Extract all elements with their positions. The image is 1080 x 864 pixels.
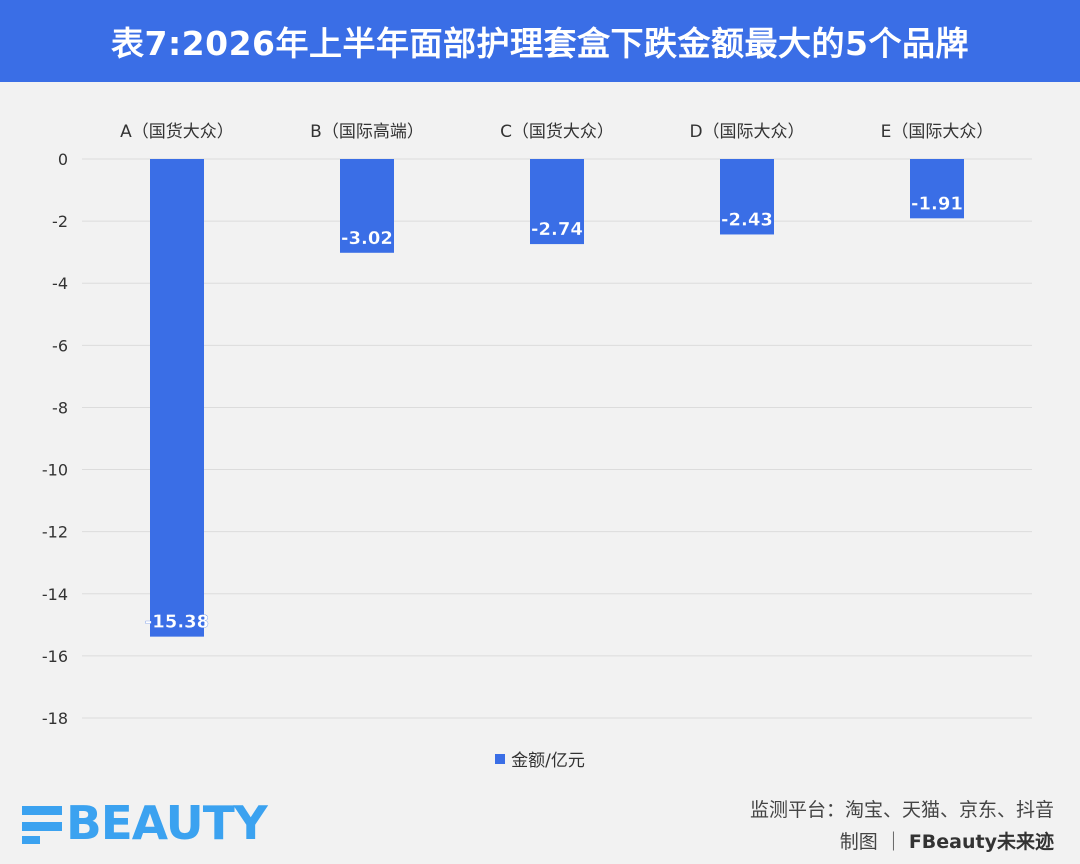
- y-tick-label: -4: [52, 274, 68, 293]
- bar: [910, 159, 964, 219]
- y-tick-label: -14: [42, 585, 68, 604]
- credit-name: FBeauty未来迹: [908, 831, 1054, 853]
- y-tick-label: -10: [42, 461, 68, 480]
- bar: [720, 159, 774, 235]
- legend: 金额/亿元: [0, 746, 1080, 771]
- legend-swatch: [495, 753, 506, 764]
- y-tick-label: -6: [52, 336, 68, 355]
- y-tick-label: -8: [52, 398, 68, 417]
- y-tick-label: -12: [42, 523, 68, 542]
- category-label: D（国际大众）: [689, 122, 804, 142]
- data-label: -2.43: [721, 209, 773, 230]
- data-label: -15.38: [145, 612, 209, 633]
- logo-text: BEAUTY: [66, 796, 268, 850]
- y-tick-label: -2: [52, 212, 68, 231]
- brand-logo: BEAUTY: [22, 800, 268, 846]
- y-tick-label: -16: [42, 647, 68, 666]
- credit-separator: ｜: [883, 831, 903, 853]
- bar-chart: 0 -2 -4 -6 -8 -10 -12 -14 -16 -18 A（国货大众） -15.38 B（国…: [42, 122, 1032, 728]
- data-label: -1.91: [911, 193, 963, 214]
- y-tick-label: -18: [42, 709, 68, 728]
- category-label: C（国货大众）: [500, 122, 614, 142]
- credit-line: 制图｜ FBeauty未来迹: [750, 826, 1054, 858]
- chart-title: 表7:2026年上半年面部护理套盒下跌金额最大的5个品牌: [111, 24, 969, 63]
- bar: [340, 159, 394, 253]
- category-label: E（国际大众）: [881, 122, 994, 142]
- source-note: 监测平台：淘宝、天猫、京东、抖音 制图｜ FBeauty未来迹: [750, 794, 1054, 858]
- category-label: A（国货大众）: [120, 122, 234, 142]
- bar: [530, 159, 584, 245]
- header-bar: 表7:2026年上半年面部护理套盒下跌金额最大的5个品牌: [0, 0, 1080, 82]
- logo-f-mark-icon: [22, 802, 64, 844]
- source-line: 监测平台：淘宝、天猫、京东、抖音: [749, 799, 1054, 821]
- legend-label: 金额/亿元: [511, 751, 585, 771]
- data-label: -3.02: [341, 228, 393, 249]
- y-tick-label: 0: [58, 150, 68, 169]
- credit-prefix: 制图: [839, 831, 878, 853]
- bar: [150, 159, 204, 637]
- data-label: -2.74: [531, 219, 583, 240]
- category-label: B（国际高端）: [310, 122, 424, 142]
